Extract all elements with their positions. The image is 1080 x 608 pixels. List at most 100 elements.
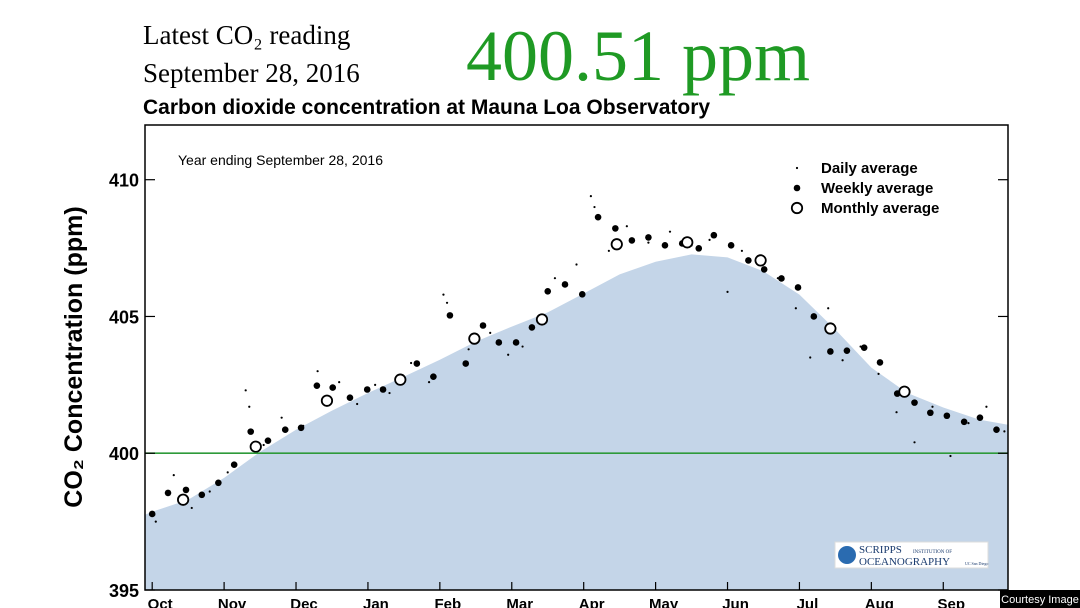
- filled-point: [430, 373, 437, 380]
- filled-point: [230, 461, 238, 469]
- small-point: [374, 383, 377, 386]
- open-point: [535, 313, 549, 326]
- filled-point: [198, 491, 206, 499]
- x-tick-label: Sep: [938, 596, 966, 608]
- filled-point: [860, 344, 868, 351]
- filled-point: [313, 382, 321, 389]
- small-point: [740, 249, 744, 252]
- y-tick-label: 410: [109, 171, 139, 191]
- filled-point: [413, 360, 421, 367]
- small-point: [507, 353, 510, 356]
- small-point: [913, 441, 916, 444]
- filled-point: [346, 394, 354, 402]
- filled-point: [876, 359, 884, 366]
- open-point: [320, 394, 334, 407]
- filled-point: [578, 291, 586, 298]
- small-point: [827, 307, 830, 310]
- reading-date: September 28, 2016: [143, 58, 360, 88]
- small-point: [726, 290, 729, 293]
- logo-sub: INSTITUTION OF: [913, 550, 952, 555]
- small-point: [445, 301, 449, 304]
- filled-point: [215, 479, 222, 487]
- filled-point: [561, 281, 569, 288]
- logo-name2: OCEANOGRAPHY: [859, 556, 950, 568]
- small-point: [248, 405, 251, 408]
- x-tick-label: Nov: [218, 596, 247, 608]
- filled-point: [976, 414, 984, 421]
- logo-sub2: UC San Diego: [965, 561, 988, 566]
- y-tick-label: 400: [109, 444, 139, 464]
- small-point: [625, 225, 628, 228]
- open-point: [681, 236, 694, 249]
- small-point: [316, 370, 319, 373]
- filled-point: [462, 360, 470, 367]
- small-point: [442, 293, 445, 296]
- open-point: [824, 322, 837, 335]
- legend-label: Weekly average: [821, 180, 933, 197]
- y-axis-label: CO₂ Concentration (ppm): [60, 206, 88, 507]
- filled-point: [927, 409, 934, 417]
- open-point: [610, 238, 623, 251]
- x-tick-label: Feb: [435, 596, 462, 608]
- plot-frame: [144, 124, 1009, 591]
- small-point: [262, 443, 265, 447]
- y-tick-label: 395: [109, 581, 139, 601]
- small-point: [280, 416, 283, 419]
- small-point: [172, 474, 175, 477]
- reading-label: Latest CO₂ reading: [143, 20, 350, 50]
- small-point: [427, 381, 431, 384]
- filled-point: [379, 386, 387, 393]
- filled-point: [495, 339, 503, 346]
- small-point: [794, 307, 797, 310]
- logo-box: [834, 541, 989, 569]
- filled-point: [182, 486, 190, 494]
- small-point: [647, 241, 650, 244]
- open-point: [754, 254, 767, 267]
- open-point: [249, 440, 262, 453]
- x-tick-label: May: [649, 596, 679, 608]
- small-point: [154, 520, 157, 523]
- filled-point: [745, 257, 752, 264]
- filled-point: [247, 428, 255, 435]
- filled-point: [810, 313, 818, 320]
- filled-point: [297, 424, 305, 432]
- open-point: [177, 493, 190, 506]
- small-point: [593, 205, 596, 209]
- small-point: [809, 356, 812, 359]
- chart-subtitle: Year ending September 28, 2016: [178, 152, 383, 168]
- area: [145, 254, 1008, 591]
- filled-point: [827, 348, 834, 355]
- reading-value: 400.51 ppm: [466, 16, 810, 96]
- plot-area: 395 400 405 410 Oct Nov Dec Jan Feb Mar Apr May Jun J…: [109, 124, 1009, 608]
- small-point: [388, 391, 391, 395]
- x-tick-label: Dec: [290, 596, 318, 608]
- small-point: [949, 454, 952, 458]
- open-point: [394, 373, 407, 386]
- small-point: [226, 471, 229, 474]
- filled-point: [943, 412, 951, 420]
- open-point: [898, 385, 911, 398]
- filled-point: [645, 234, 652, 241]
- filled-point: [727, 242, 735, 249]
- filled-point: [512, 339, 520, 346]
- y-tick-label: 405: [109, 307, 139, 327]
- small-point: [668, 230, 672, 233]
- filled-point: [960, 418, 968, 426]
- logo: SCRIPPS INSTITUTION OF OCEANOGRAPHY UC S…: [834, 541, 989, 569]
- filled-point: [760, 266, 768, 273]
- x-tick-label: Apr: [579, 596, 605, 608]
- small-point: [409, 361, 413, 365]
- filled-point: [446, 312, 454, 319]
- filled-point: [778, 275, 785, 282]
- legend-marker: [790, 201, 804, 215]
- legend-label: Monthly average: [821, 200, 939, 217]
- small-point: [521, 345, 524, 348]
- filled-point: [843, 347, 851, 354]
- small-point: [1003, 430, 1006, 433]
- filled-point: [544, 288, 552, 295]
- legend-marker: [795, 166, 799, 170]
- filled-point: [594, 213, 602, 221]
- credit: Courtesy Image: [1001, 594, 1079, 606]
